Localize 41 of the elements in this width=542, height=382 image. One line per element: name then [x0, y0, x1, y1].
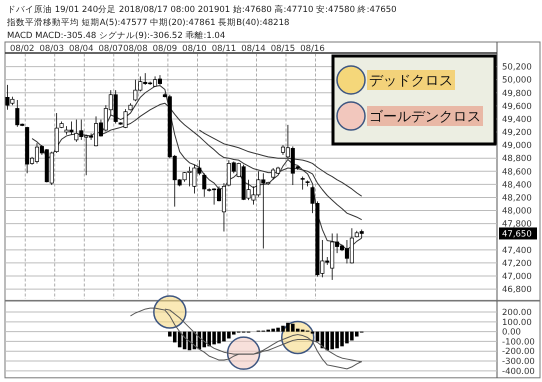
y-tick-label: -200.00 — [502, 347, 535, 358]
text: MACD MACD:-305.48 シグナル(9):-306.52 乖離:1.04 — [7, 30, 226, 41]
y-tick-label: 48,400 — [502, 180, 532, 190]
annotation: デッドクロス — [369, 73, 453, 89]
y-tick-label: 200.00 — [502, 308, 532, 318]
x-tick-label: 08/15 — [270, 44, 296, 54]
y-tick-label: 50,000 — [502, 76, 532, 86]
y-tick-label: 49,600 — [502, 102, 532, 112]
y-tick-label: 49,800 — [502, 88, 532, 99]
y-tick-label: 48,600 — [502, 167, 532, 178]
x-tick-label: 08/03 — [39, 44, 64, 54]
y-tick-label: 47,200 — [502, 258, 532, 269]
y-tick-label: 47,000 — [502, 272, 532, 282]
y-tick-label: 48,800 — [502, 154, 532, 164]
y-tick-label: 0.00 — [502, 328, 521, 338]
y-tick-label: 48,200 — [502, 193, 532, 204]
y-tick-label: 46,800 — [502, 285, 532, 296]
x-tick-label: 08/16 — [300, 44, 325, 54]
y-tick-label: 48,000 — [502, 206, 532, 217]
y-tick-label: -300.00 — [502, 357, 535, 368]
annotation: ゴールデンクロス — [369, 109, 481, 125]
chart-title: ドバイ原油 19/01 240分足 2018/08/17 08:00 201901 始:47680 高:47710 安:47580 終:47650 — [7, 4, 397, 15]
x-tick-label: 08/09 — [152, 44, 178, 54]
y-tick-label: 47,800 — [502, 220, 532, 230]
y-tick-label: 100.00 — [502, 318, 532, 328]
x-tick-label: 08/04 — [69, 44, 94, 54]
x-tick-label: 08/11 — [212, 44, 236, 54]
y-tick-label: -100.00 — [502, 337, 535, 348]
y-tick-label: 49,400 — [502, 114, 532, 125]
x-tick-label: 08/08 — [123, 44, 148, 54]
chart-subtitle: 指数平滑移動平均 短期A(5):47577 中期(20):47861 長期B(40):48218 — [6, 17, 290, 28]
x-tick-label: 08/07 — [98, 44, 124, 54]
x-tick-label: 08/14 — [241, 44, 266, 54]
x-tick-label: 08/02 — [10, 44, 34, 54]
y-tick-label: 47,400 — [502, 246, 532, 256]
y-tick-label: 50,200 — [502, 62, 532, 73]
y-tick-label: 49,000 — [502, 141, 532, 152]
x-tick-label: 08/10 — [182, 44, 207, 54]
y-tick-label: -400.00 — [502, 366, 535, 377]
y-tick-label: 49,200 — [502, 128, 532, 138]
text: 47,650 — [502, 229, 532, 240]
